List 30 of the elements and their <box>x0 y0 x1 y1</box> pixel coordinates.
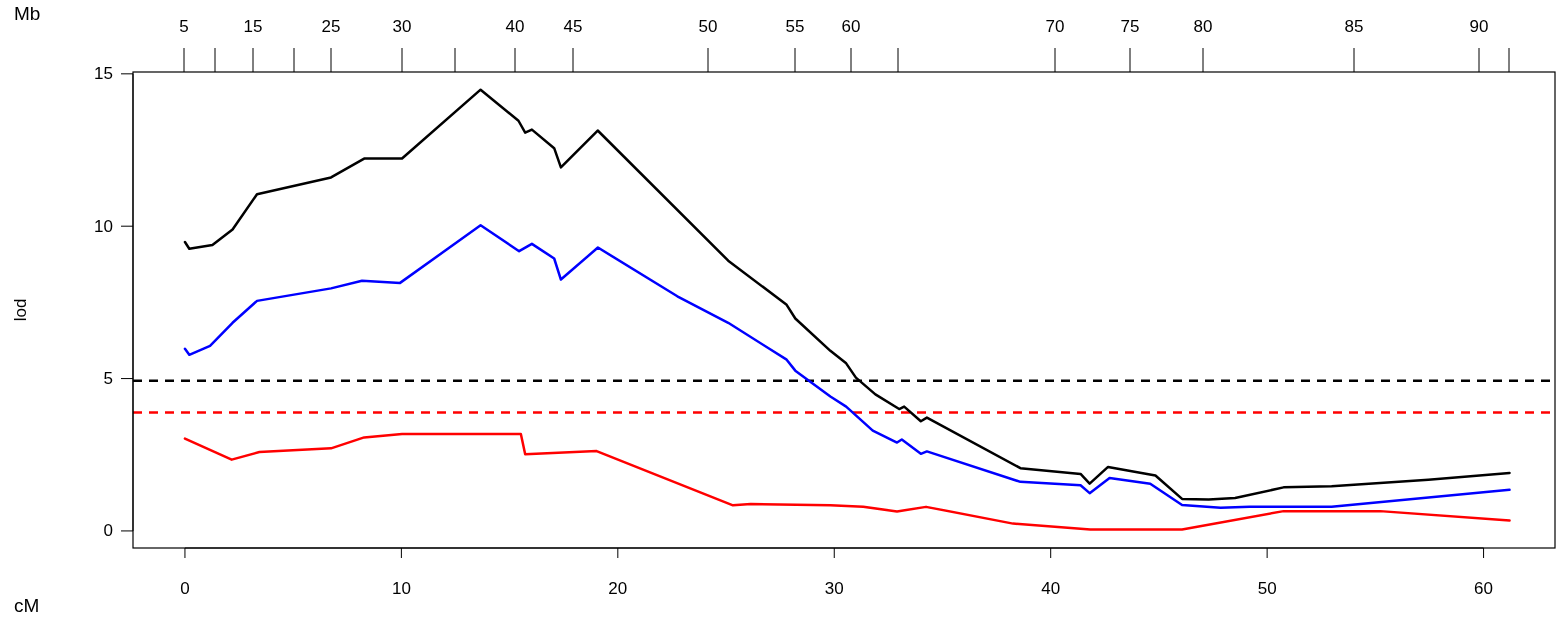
text: 75 <box>1120 17 1140 36</box>
y-tick-label: 15 <box>94 64 113 84</box>
x-tick-label: 10 <box>391 579 411 598</box>
text: 50 <box>698 17 718 36</box>
x-tick-label: 30 <box>824 579 844 598</box>
text: 45 <box>563 17 583 36</box>
x-tick-label: 40 <box>1041 579 1061 598</box>
text: 40 <box>505 17 525 36</box>
x-tick-label: 60 <box>1474 579 1494 598</box>
x-axis-title: cM <box>14 595 40 616</box>
text: 25 <box>321 17 341 36</box>
text: 90 <box>1469 17 1489 36</box>
line-series <box>183 224 1511 510</box>
text: 80 <box>1193 17 1213 36</box>
y-axis-title: lod <box>11 298 30 322</box>
text: 5 <box>179 17 189 36</box>
text: 85 <box>1344 17 1364 36</box>
y-tick-label: 10 <box>94 216 113 236</box>
text: 15 <box>243 17 263 36</box>
x-tick-label: 20 <box>608 579 628 598</box>
text: 30 <box>392 17 412 36</box>
line-series <box>183 432 1511 531</box>
text: Mb <box>14 3 41 24</box>
x-tick-label: 0 <box>180 579 190 598</box>
y-tick-label: 0 <box>103 521 113 541</box>
x-tick-label: 50 <box>1257 579 1277 598</box>
text: 60 <box>841 17 861 36</box>
text: 70 <box>1045 17 1065 36</box>
text: 55 <box>785 17 805 36</box>
y-tick-label: 5 <box>103 369 113 389</box>
